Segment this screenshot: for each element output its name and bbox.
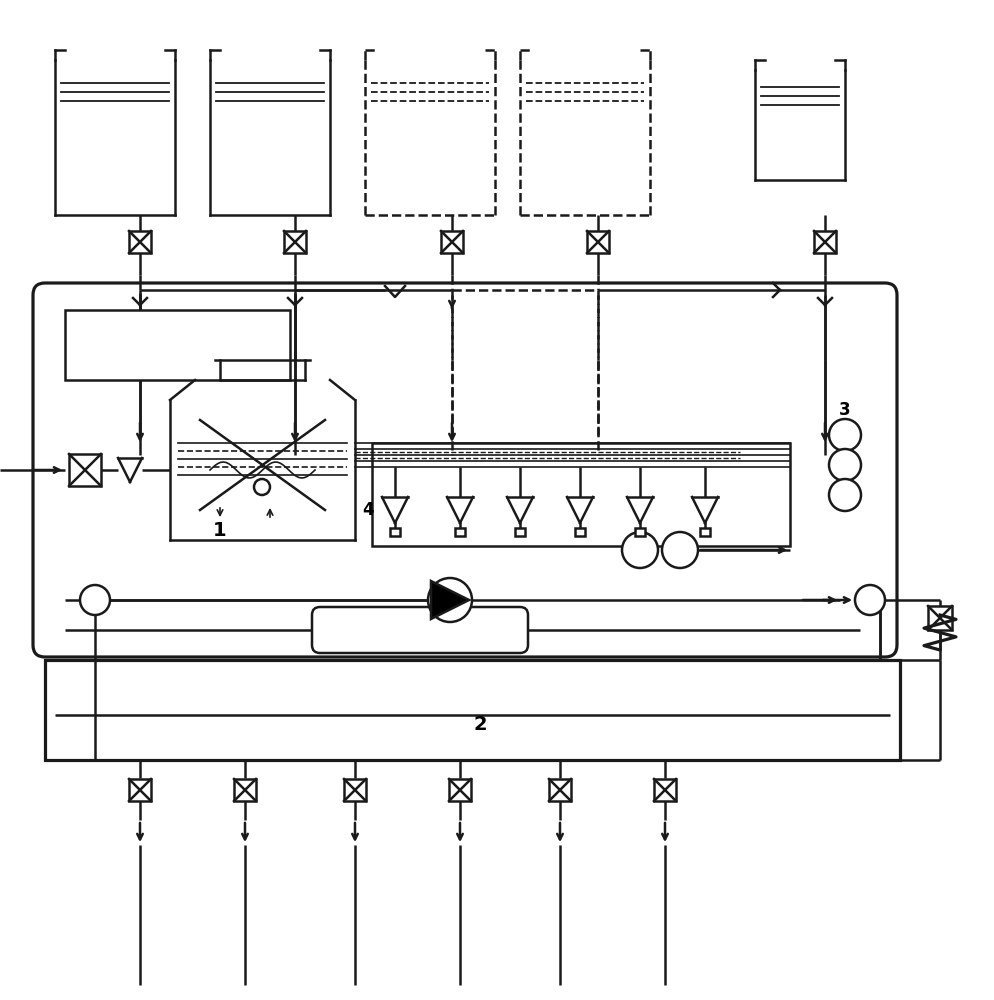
Bar — [129, 779, 151, 801]
Circle shape — [80, 585, 110, 615]
Bar — [65, 310, 290, 380]
Bar — [284, 231, 306, 253]
Bar — [344, 779, 366, 801]
Text: 2: 2 — [473, 716, 487, 734]
Bar — [587, 231, 609, 253]
Bar — [372, 443, 790, 546]
Bar — [515, 528, 525, 536]
Circle shape — [622, 532, 658, 568]
Bar — [654, 779, 676, 801]
Bar — [129, 231, 151, 253]
FancyBboxPatch shape — [312, 607, 528, 653]
Bar — [234, 779, 256, 801]
Bar — [575, 528, 585, 536]
Circle shape — [829, 479, 861, 511]
Bar — [814, 231, 836, 253]
Text: 3: 3 — [839, 401, 851, 419]
Bar — [700, 528, 710, 536]
Circle shape — [662, 532, 698, 568]
Text: 1: 1 — [213, 520, 227, 540]
Bar — [455, 528, 465, 536]
Text: 4: 4 — [362, 501, 374, 519]
Bar — [69, 454, 101, 486]
FancyBboxPatch shape — [33, 283, 897, 657]
Circle shape — [829, 419, 861, 451]
Bar — [449, 779, 471, 801]
Circle shape — [855, 585, 885, 615]
Polygon shape — [431, 581, 469, 619]
Bar — [635, 528, 645, 536]
Circle shape — [829, 449, 861, 481]
Bar — [928, 606, 952, 630]
Circle shape — [428, 578, 472, 622]
Bar — [390, 528, 400, 536]
Bar — [45, 660, 900, 760]
Bar — [441, 231, 463, 253]
Bar — [549, 779, 571, 801]
Circle shape — [254, 479, 270, 495]
